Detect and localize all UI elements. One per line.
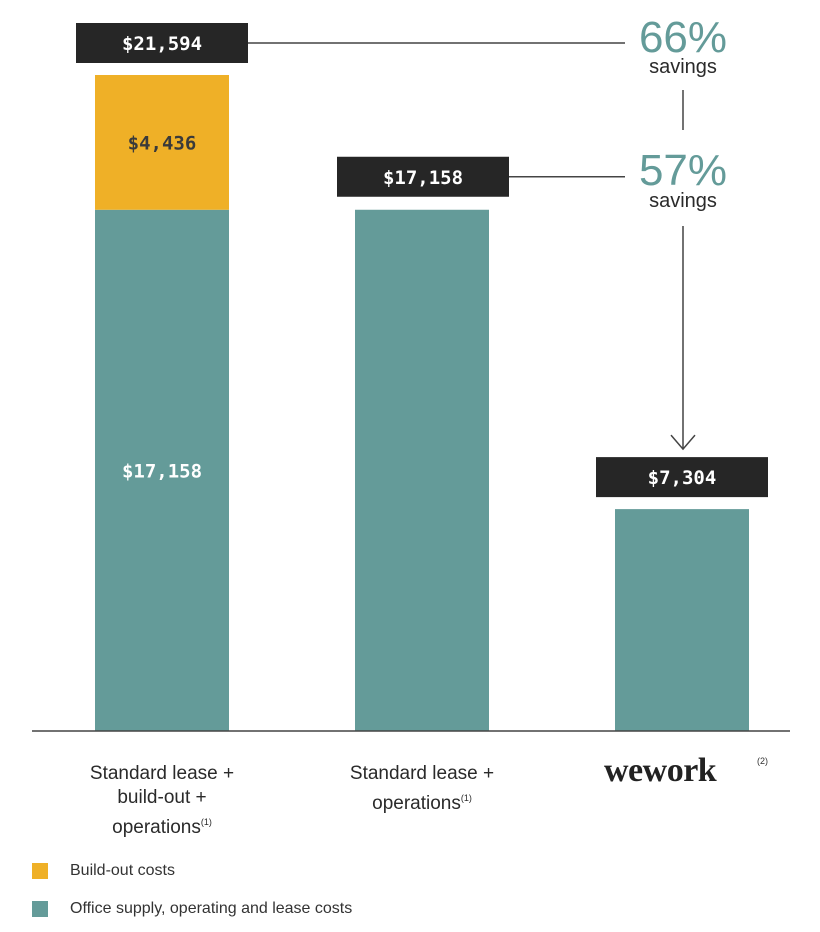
total-label: $17,158 xyxy=(383,167,463,189)
footnote-marker: (2) xyxy=(757,756,768,766)
category-label-standard-buildout: Standard lease + build-out + operations(… xyxy=(42,762,282,840)
category-label-line: operations(1) xyxy=(372,793,472,814)
segment-label-build-out: $4,436 xyxy=(128,132,197,154)
total-label-box xyxy=(337,156,509,197)
wework-logo: wework xyxy=(604,752,717,789)
savings-label: savings xyxy=(649,56,717,78)
bar-segment-office xyxy=(95,209,229,732)
bar-segment-build-out xyxy=(95,75,229,210)
category-label-line: build-out + xyxy=(117,787,207,808)
total-label: $7,304 xyxy=(648,467,717,489)
arrow-head-icon xyxy=(670,434,696,451)
legend-label: Build-out costs xyxy=(70,862,175,879)
savings-percent: 57% xyxy=(639,146,727,195)
savings-label: savings xyxy=(649,190,717,212)
total-label: $21,594 xyxy=(122,33,202,55)
legend-item-build-out: Build-out costs xyxy=(32,862,175,880)
bar-segment-office xyxy=(615,509,749,731)
footnote-marker: (1) xyxy=(200,817,212,827)
total-label-box xyxy=(596,457,768,498)
category-label-line: Standard lease + xyxy=(349,763,495,784)
chart-area: $4,436$17,158$21,594$17,158$7,30466%savi… xyxy=(32,13,790,732)
legend-swatch-teal xyxy=(32,901,48,917)
category-label-line: operations(1) xyxy=(112,817,212,838)
category-label-line: Standard lease + xyxy=(89,763,235,784)
segment-label-office: $17,158 xyxy=(122,460,202,482)
legend-swatch-gold xyxy=(32,863,48,879)
savings-percent: 66% xyxy=(639,13,727,62)
category-label-standard: Standard lease + operations(1) xyxy=(302,762,542,816)
footnote-marker: (1) xyxy=(460,793,472,803)
bar-segment-office xyxy=(355,209,489,732)
total-label-box xyxy=(76,23,248,63)
legend-label: Office supply, operating and lease costs xyxy=(70,900,353,917)
legend-item-office: Office supply, operating and lease costs xyxy=(32,900,352,918)
